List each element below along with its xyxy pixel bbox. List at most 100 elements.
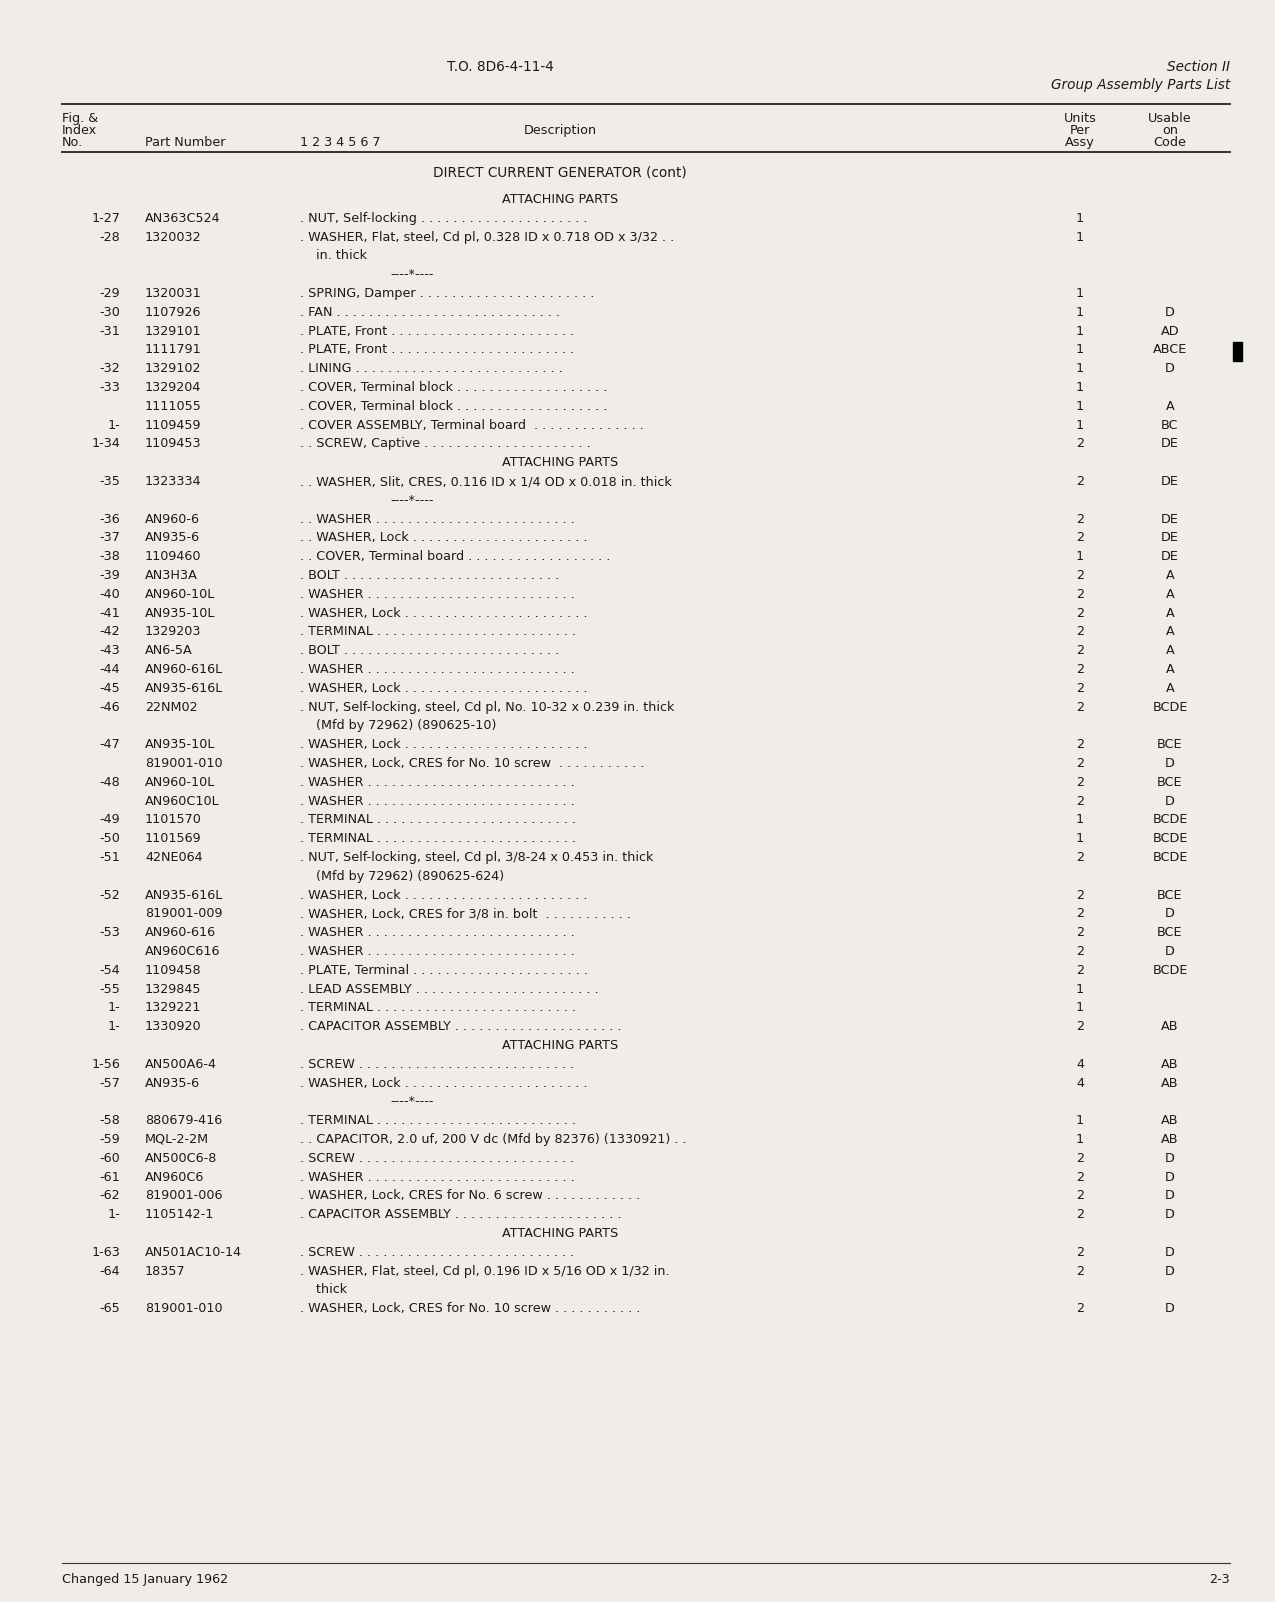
Text: AB: AB	[1162, 1020, 1179, 1033]
Text: -35: -35	[99, 476, 120, 489]
Text: A: A	[1165, 607, 1174, 620]
Text: 1: 1	[1076, 400, 1084, 413]
Text: 1-: 1-	[107, 1001, 120, 1014]
Text: 2: 2	[1076, 1264, 1084, 1278]
Text: Changed 15 January 1962: Changed 15 January 1962	[62, 1573, 228, 1586]
Text: -52: -52	[99, 889, 120, 902]
Text: . . WASHER, Lock . . . . . . . . . . . . . . . . . . . . . .: . . WASHER, Lock . . . . . . . . . . . .…	[300, 532, 588, 545]
Text: 2: 2	[1076, 1171, 1084, 1184]
Text: 22NM02: 22NM02	[145, 700, 198, 713]
Text: 4: 4	[1076, 1077, 1084, 1089]
Text: D: D	[1165, 1302, 1176, 1315]
Text: . BOLT . . . . . . . . . . . . . . . . . . . . . . . . . . .: . BOLT . . . . . . . . . . . . . . . . .…	[300, 569, 560, 582]
Text: AN935-6: AN935-6	[145, 1077, 200, 1089]
Text: 2: 2	[1076, 437, 1084, 450]
Text: 1: 1	[1076, 287, 1084, 300]
Text: 2-3: 2-3	[1209, 1573, 1230, 1586]
Text: . WASHER . . . . . . . . . . . . . . . . . . . . . . . . . .: . WASHER . . . . . . . . . . . . . . . .…	[300, 663, 575, 676]
Text: . FAN . . . . . . . . . . . . . . . . . . . . . . . . . . . .: . FAN . . . . . . . . . . . . . . . . . …	[300, 306, 560, 319]
Text: Per: Per	[1070, 123, 1090, 138]
Text: -36: -36	[99, 513, 120, 525]
Text: -60: -60	[99, 1152, 120, 1165]
Text: -37: -37	[99, 532, 120, 545]
Text: 2: 2	[1076, 588, 1084, 601]
Text: -29: -29	[99, 287, 120, 300]
Text: -53: -53	[99, 926, 120, 939]
Text: -54: -54	[99, 964, 120, 977]
Text: . PLATE, Front . . . . . . . . . . . . . . . . . . . . . . .: . PLATE, Front . . . . . . . . . . . . .…	[300, 343, 574, 356]
Text: 1: 1	[1076, 306, 1084, 319]
Text: A: A	[1165, 663, 1174, 676]
Text: . WASHER . . . . . . . . . . . . . . . . . . . . . . . . . .: . WASHER . . . . . . . . . . . . . . . .…	[300, 1171, 575, 1184]
Text: AN935-10L: AN935-10L	[145, 607, 215, 620]
Text: Fig. &: Fig. &	[62, 112, 98, 125]
Text: D: D	[1165, 758, 1176, 771]
Text: -65: -65	[99, 1302, 120, 1315]
Text: 1329204: 1329204	[145, 381, 201, 394]
Text: 42NE064: 42NE064	[145, 851, 203, 863]
Text: 2: 2	[1076, 758, 1084, 771]
Text: 1: 1	[1076, 343, 1084, 356]
Text: 1: 1	[1076, 1001, 1084, 1014]
Text: (Mfd by 72962) (890625-10): (Mfd by 72962) (890625-10)	[300, 719, 496, 732]
Text: 819001-010: 819001-010	[145, 1302, 223, 1315]
Text: . SPRING, Damper . . . . . . . . . . . . . . . . . . . . . .: . SPRING, Damper . . . . . . . . . . . .…	[300, 287, 594, 300]
Text: ATTACHING PARTS: ATTACHING PARTS	[502, 192, 618, 207]
Text: 2: 2	[1076, 513, 1084, 525]
Text: 1320031: 1320031	[145, 287, 201, 300]
Text: . WASHER, Lock . . . . . . . . . . . . . . . . . . . . . . .: . WASHER, Lock . . . . . . . . . . . . .…	[300, 739, 588, 751]
Text: . NUT, Self-locking, steel, Cd pl, No. 10-32 x 0.239 in. thick: . NUT, Self-locking, steel, Cd pl, No. 1…	[300, 700, 674, 713]
Text: D: D	[1165, 1208, 1176, 1221]
Text: -59: -59	[99, 1133, 120, 1145]
Text: 2: 2	[1076, 644, 1084, 657]
Text: 1329221: 1329221	[145, 1001, 201, 1014]
Text: 880679-416: 880679-416	[145, 1115, 222, 1128]
Text: D: D	[1165, 362, 1176, 375]
Text: ABCE: ABCE	[1153, 343, 1187, 356]
Text: . COVER, Terminal block . . . . . . . . . . . . . . . . . . .: . COVER, Terminal block . . . . . . . . …	[300, 400, 607, 413]
Text: -41: -41	[99, 607, 120, 620]
Text: in. thick: in. thick	[300, 250, 367, 263]
Text: 819001-010: 819001-010	[145, 758, 223, 771]
Text: D: D	[1165, 1171, 1176, 1184]
Text: . CAPACITOR ASSEMBLY . . . . . . . . . . . . . . . . . . . . .: . CAPACITOR ASSEMBLY . . . . . . . . . .…	[300, 1208, 621, 1221]
Text: 819001-009: 819001-009	[145, 907, 223, 921]
Text: . WASHER . . . . . . . . . . . . . . . . . . . . . . . . . .: . WASHER . . . . . . . . . . . . . . . .…	[300, 926, 575, 939]
Text: -43: -43	[99, 644, 120, 657]
Text: . COVER, Terminal block . . . . . . . . . . . . . . . . . . .: . COVER, Terminal block . . . . . . . . …	[300, 381, 607, 394]
Text: ATTACHING PARTS: ATTACHING PARTS	[502, 1040, 618, 1053]
Text: 2: 2	[1076, 1208, 1084, 1221]
Text: 1-: 1-	[107, 1020, 120, 1033]
Text: . TERMINAL . . . . . . . . . . . . . . . . . . . . . . . . .: . TERMINAL . . . . . . . . . . . . . . .…	[300, 831, 576, 846]
Text: 1: 1	[1076, 831, 1084, 846]
Text: 1-34: 1-34	[91, 437, 120, 450]
Text: AN960-616: AN960-616	[145, 926, 217, 939]
Text: 1109459: 1109459	[145, 418, 201, 431]
Text: (Mfd by 72962) (890625-624): (Mfd by 72962) (890625-624)	[300, 870, 504, 883]
Text: . LEAD ASSEMBLY . . . . . . . . . . . . . . . . . . . . . . .: . LEAD ASSEMBLY . . . . . . . . . . . . …	[300, 982, 599, 995]
Text: . SCREW . . . . . . . . . . . . . . . . . . . . . . . . . . .: . SCREW . . . . . . . . . . . . . . . . …	[300, 1152, 574, 1165]
Text: . WASHER, Lock, CRES for No. 6 screw . . . . . . . . . . . .: . WASHER, Lock, CRES for No. 6 screw . .…	[300, 1189, 640, 1203]
Text: . COVER ASSEMBLY, Terminal board  . . . . . . . . . . . . . .: . COVER ASSEMBLY, Terminal board . . . .…	[300, 418, 644, 431]
Text: -57: -57	[99, 1077, 120, 1089]
Text: Units: Units	[1063, 112, 1096, 125]
Text: . TERMINAL . . . . . . . . . . . . . . . . . . . . . . . . .: . TERMINAL . . . . . . . . . . . . . . .…	[300, 814, 576, 827]
Text: 2: 2	[1076, 1020, 1084, 1033]
Text: MQL-2-2M: MQL-2-2M	[145, 1133, 209, 1145]
Text: . WASHER, Lock . . . . . . . . . . . . . . . . . . . . . . .: . WASHER, Lock . . . . . . . . . . . . .…	[300, 1077, 588, 1089]
Text: AN960-10L: AN960-10L	[145, 588, 215, 601]
Text: . CAPACITOR ASSEMBLY . . . . . . . . . . . . . . . . . . . . .: . CAPACITOR ASSEMBLY . . . . . . . . . .…	[300, 1020, 621, 1033]
Text: BC: BC	[1162, 418, 1179, 431]
Text: -42: -42	[99, 625, 120, 639]
Text: BCE: BCE	[1158, 739, 1183, 751]
Text: AN960-6: AN960-6	[145, 513, 200, 525]
Text: . TERMINAL . . . . . . . . . . . . . . . . . . . . . . . . .: . TERMINAL . . . . . . . . . . . . . . .…	[300, 1001, 576, 1014]
Text: -44: -44	[99, 663, 120, 676]
Text: AN960C10L: AN960C10L	[145, 795, 219, 807]
Text: . WASHER . . . . . . . . . . . . . . . . . . . . . . . . . .: . WASHER . . . . . . . . . . . . . . . .…	[300, 588, 575, 601]
Text: 4: 4	[1076, 1057, 1084, 1070]
Text: 2: 2	[1076, 889, 1084, 902]
Text: 1109458: 1109458	[145, 964, 201, 977]
Text: Index: Index	[62, 123, 97, 138]
Text: -31: -31	[99, 325, 120, 338]
